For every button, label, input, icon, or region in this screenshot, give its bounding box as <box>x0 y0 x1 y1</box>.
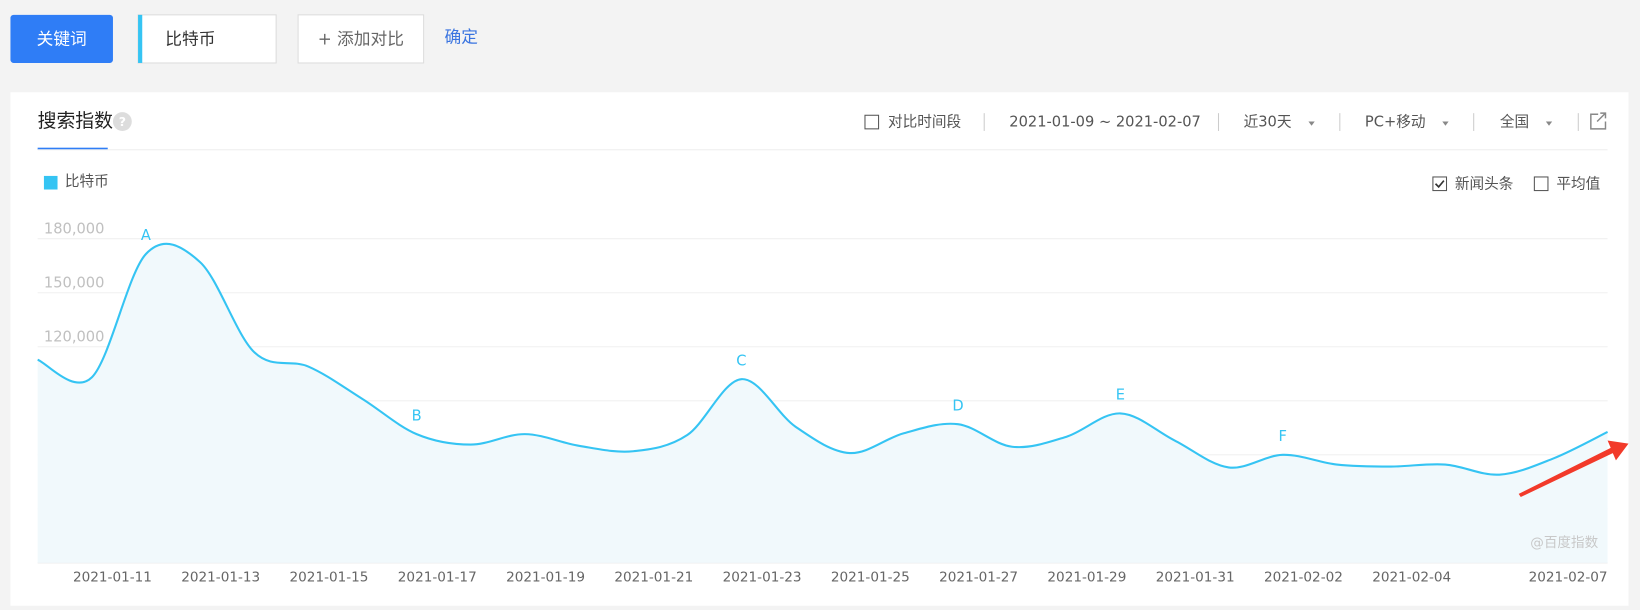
news-label: 新闻头条 <box>1455 175 1514 192</box>
avg-label: 平均值 <box>1556 175 1600 192</box>
y-tick-label: 180,000 <box>44 220 104 237</box>
legend-label: 比特币 <box>65 173 109 190</box>
dropdown-arrow <box>1442 121 1449 126</box>
avg-checkbox[interactable] <box>1533 176 1549 192</box>
x-tick-label: 2021-02-07 <box>1529 570 1608 586</box>
annotation: C <box>736 352 746 369</box>
date-range[interactable]: 2021-01-09 ~ 2021-02-07 <box>1009 114 1201 131</box>
add-compare-text: + 添加对比 <box>318 28 404 48</box>
compare-checkbox[interactable] <box>864 114 880 130</box>
x-tick-label: 2021-01-27 <box>939 570 1018 586</box>
news-checkbox[interactable] <box>1432 176 1448 192</box>
region-select[interactable]: 全国 <box>1500 113 1529 131</box>
dropdown-arrow <box>1308 121 1315 126</box>
annotation: A <box>141 227 151 244</box>
x-tick-label: 2021-01-15 <box>290 570 369 586</box>
device-select[interactable]: PC+移动 <box>1365 114 1426 131</box>
annotation: B <box>412 407 422 424</box>
legend-swatch <box>43 175 58 190</box>
x-tick-label: 2021-01-29 <box>1047 570 1126 586</box>
dropdown-arrow <box>1545 121 1553 126</box>
area <box>37 243 1608 563</box>
tab-underline <box>37 147 108 150</box>
line <box>37 242 1609 476</box>
x-tick-label: 2021-01-25 <box>831 570 910 586</box>
red-arrow <box>1518 440 1629 498</box>
x-tick-label: 2021-02-02 <box>1264 570 1343 586</box>
x-tick-label: 2021-01-19 <box>506 570 585 586</box>
compare-label: 对比时间段 <box>888 114 962 131</box>
check-mark <box>1434 180 1445 189</box>
add-compare[interactable] <box>297 14 425 64</box>
annotation: F <box>1279 428 1287 445</box>
keyword-box[interactable] <box>137 14 277 64</box>
x-tick-label: 2021-02-04 <box>1372 570 1451 586</box>
x-tick-label: 2021-01-17 <box>398 570 477 586</box>
confirm[interactable]: 确定 <box>445 26 479 46</box>
chart: 30,00060,00090,000120,000150,000180,0002… <box>37 173 1609 586</box>
annotation: D <box>952 397 963 414</box>
help-icon-mark: ? <box>119 114 126 129</box>
export-icon[interactable] <box>1590 112 1607 130</box>
x-tick-label: 2021-01-13 <box>181 570 260 586</box>
y-tick-label: 150,000 <box>44 274 104 291</box>
x-tick-label: 2021-01-11 <box>73 570 152 586</box>
x-tick-label: 2021-01-21 <box>614 570 693 586</box>
tab-title[interactable]: 搜索指数 <box>38 110 113 132</box>
keyword-color <box>138 14 143 63</box>
x-tick-label: 2021-01-31 <box>1156 570 1235 586</box>
period-select[interactable]: 近30天 <box>1244 114 1292 131</box>
annotation: E <box>1116 387 1125 404</box>
x-tick-label: 2021-01-23 <box>723 570 802 586</box>
watermark: @百度指数 <box>1530 535 1598 551</box>
help-icon[interactable] <box>112 112 132 131</box>
keyword-tab[interactable] <box>10 14 113 63</box>
keyword-tab-text: 关键词 <box>37 28 87 48</box>
y-tick-label: 120,000 <box>44 328 104 345</box>
keyword-text: 比特币 <box>165 28 215 48</box>
